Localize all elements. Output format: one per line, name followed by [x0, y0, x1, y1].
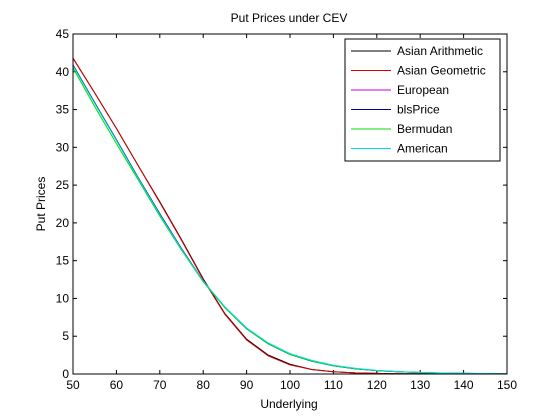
y-axis-label: Put Prices	[34, 177, 48, 232]
y-tick-label: 5	[62, 329, 69, 343]
x-tick-label: 80	[197, 378, 211, 392]
y-tick-label: 0	[62, 367, 69, 381]
legend-label: Bermudan	[397, 122, 452, 136]
x-tick-label: 110	[324, 378, 343, 392]
y-tick-label: 35	[56, 103, 70, 117]
x-tick-label: 140	[454, 378, 474, 392]
chart-title: Put Prices under CEV	[231, 11, 348, 25]
legend-label: European	[397, 83, 449, 97]
series-line-american	[72, 65, 508, 375]
y-tick-label: 45	[56, 27, 70, 41]
x-tick-label: 150	[497, 378, 517, 392]
x-tick-label: 60	[110, 378, 124, 392]
legend: Asian Arithmetic Asian Geometric European b…	[344, 38, 501, 162]
y-tick-label: 25	[56, 178, 70, 192]
y-tick-label: 30	[56, 140, 70, 154]
x-tick-label: 50	[66, 378, 80, 392]
legend-label: blsPrice	[397, 103, 440, 117]
legend-label: Asian Arithmetic	[397, 44, 483, 58]
plot-frame	[72, 33, 508, 375]
legend-label: Asian Geometric	[397, 64, 486, 78]
x-tick-label: 90	[240, 378, 254, 392]
x-tick-label: 70	[153, 378, 167, 392]
axis-ticks: 50 60 70 80 90 100 110 120 130 140 150 0 5 10 15 20 25 30…	[56, 27, 518, 392]
x-tick-label: 130	[410, 378, 430, 392]
legend-box	[344, 38, 501, 162]
y-tick-label: 15	[56, 254, 70, 268]
y-tick-label: 40	[56, 65, 70, 79]
y-tick-label: 10	[56, 291, 70, 305]
legend-label: American	[397, 142, 448, 156]
x-tick-label: 120	[367, 378, 387, 392]
x-axis-label: Underlying	[260, 397, 317, 411]
y-tick-label: 20	[56, 216, 70, 230]
x-tick-label: 100	[280, 378, 300, 392]
